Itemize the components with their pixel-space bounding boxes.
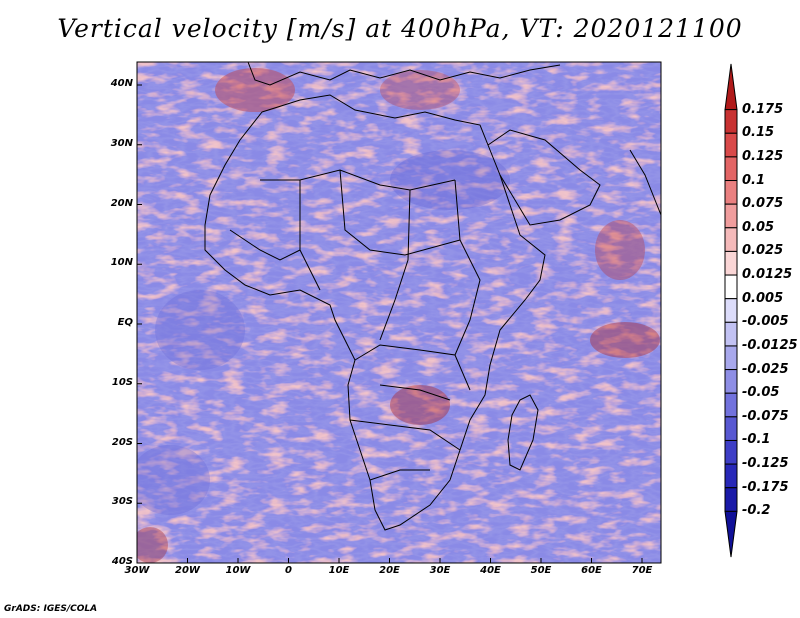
lat-label: 10S (111, 376, 133, 388)
lon-label: 10E (328, 565, 350, 576)
lon-label: 20W (175, 565, 200, 576)
border-line (369, 469, 430, 481)
colorbar-swatch (724, 109, 738, 134)
lat-label: 40S (111, 556, 133, 567)
lat-label: 20N (110, 197, 133, 209)
colorbar-label: -0.2 (742, 503, 771, 519)
border-line (354, 344, 471, 391)
colorbar-swatch (724, 156, 738, 182)
colorbar-swatch (724, 487, 738, 512)
colorbar-label: -0.05 (742, 385, 780, 401)
border-line (379, 189, 411, 341)
colorbar-swatch (724, 369, 738, 394)
lat-label: EQ (117, 317, 133, 328)
lon-label: 30W (124, 565, 150, 576)
colorbar-label: -0.025 (742, 361, 789, 377)
lon-label: 30E (429, 565, 451, 576)
border-line (349, 419, 461, 451)
lon-label: 40E (480, 565, 501, 576)
lon-label: 10W (225, 565, 251, 576)
colorbar-label: -0.005 (742, 314, 789, 330)
colorbar-swatch (724, 439, 738, 465)
border-line (339, 169, 461, 256)
axis-ticks (136, 84, 643, 564)
border-line (229, 229, 301, 261)
colorbar-swatch (724, 298, 738, 323)
colorbar-swatch (724, 392, 738, 418)
colorbar-swatch (724, 416, 738, 441)
colorbar (724, 63, 738, 558)
africa-coastline (204, 94, 546, 531)
india-coastline (629, 149, 661, 216)
velocity-field (137, 62, 661, 563)
lat-label: 20S (111, 436, 133, 448)
colorbar-swatch (724, 250, 738, 276)
colorbar-swatch (724, 203, 738, 229)
colorbar-label: 0.1 (742, 172, 766, 188)
colorbar-label: -0.075 (742, 408, 789, 424)
colorbar-label: -0.1 (742, 432, 771, 448)
lon-label: 0 (285, 565, 292, 576)
colorbar-label: 0.125 (742, 148, 784, 164)
madagascar-coastline (507, 394, 539, 471)
lon-label: 20E (379, 565, 400, 576)
colorbar-label: 0.15 (742, 125, 775, 141)
plot-frame (136, 61, 662, 564)
lat-label: 30N (110, 137, 133, 149)
border-line (260, 169, 456, 191)
border-line (454, 179, 481, 356)
colorbar-swatch (724, 63, 738, 111)
colorbar-swatch (724, 227, 738, 252)
arabia-coastline (487, 129, 601, 226)
lon-label: 60E (581, 565, 602, 576)
colorbar-label: 0.05 (742, 219, 775, 235)
colorbar-label: -0.0125 (742, 337, 798, 353)
colorbar-label: 0.025 (742, 243, 784, 259)
lon-label: 50E (530, 565, 552, 576)
colorbar-label: -0.175 (742, 479, 789, 495)
colorbar-label: 0.0125 (742, 267, 793, 283)
lat-label: 40N (110, 78, 133, 89)
lat-label: 30S (111, 496, 133, 508)
map-title: Vertical velocity [m/s] at 400hPa, VT: 2… (57, 14, 743, 43)
colorbar-label: -0.125 (742, 456, 789, 472)
colorbar-swatch (724, 345, 738, 371)
colorbar-swatch (724, 132, 738, 158)
border-line (379, 384, 451, 401)
colorbar-label: 0.075 (742, 196, 784, 212)
colorbar-swatch (724, 510, 738, 558)
colorbar-swatch (724, 321, 738, 347)
europe-coastline (247, 62, 561, 86)
colorbar-label: 0.005 (742, 290, 784, 306)
grads-credit: GrADS: IGES/COLA (4, 604, 98, 614)
lat-label: 10N (110, 257, 133, 269)
colorbar-swatch (724, 463, 738, 489)
colorbar-label: 0.175 (742, 101, 784, 117)
colorbar-swatch (724, 180, 738, 205)
colorbar-swatch (724, 274, 738, 300)
coastlines (204, 62, 661, 531)
lon-label: 70E (631, 565, 653, 576)
